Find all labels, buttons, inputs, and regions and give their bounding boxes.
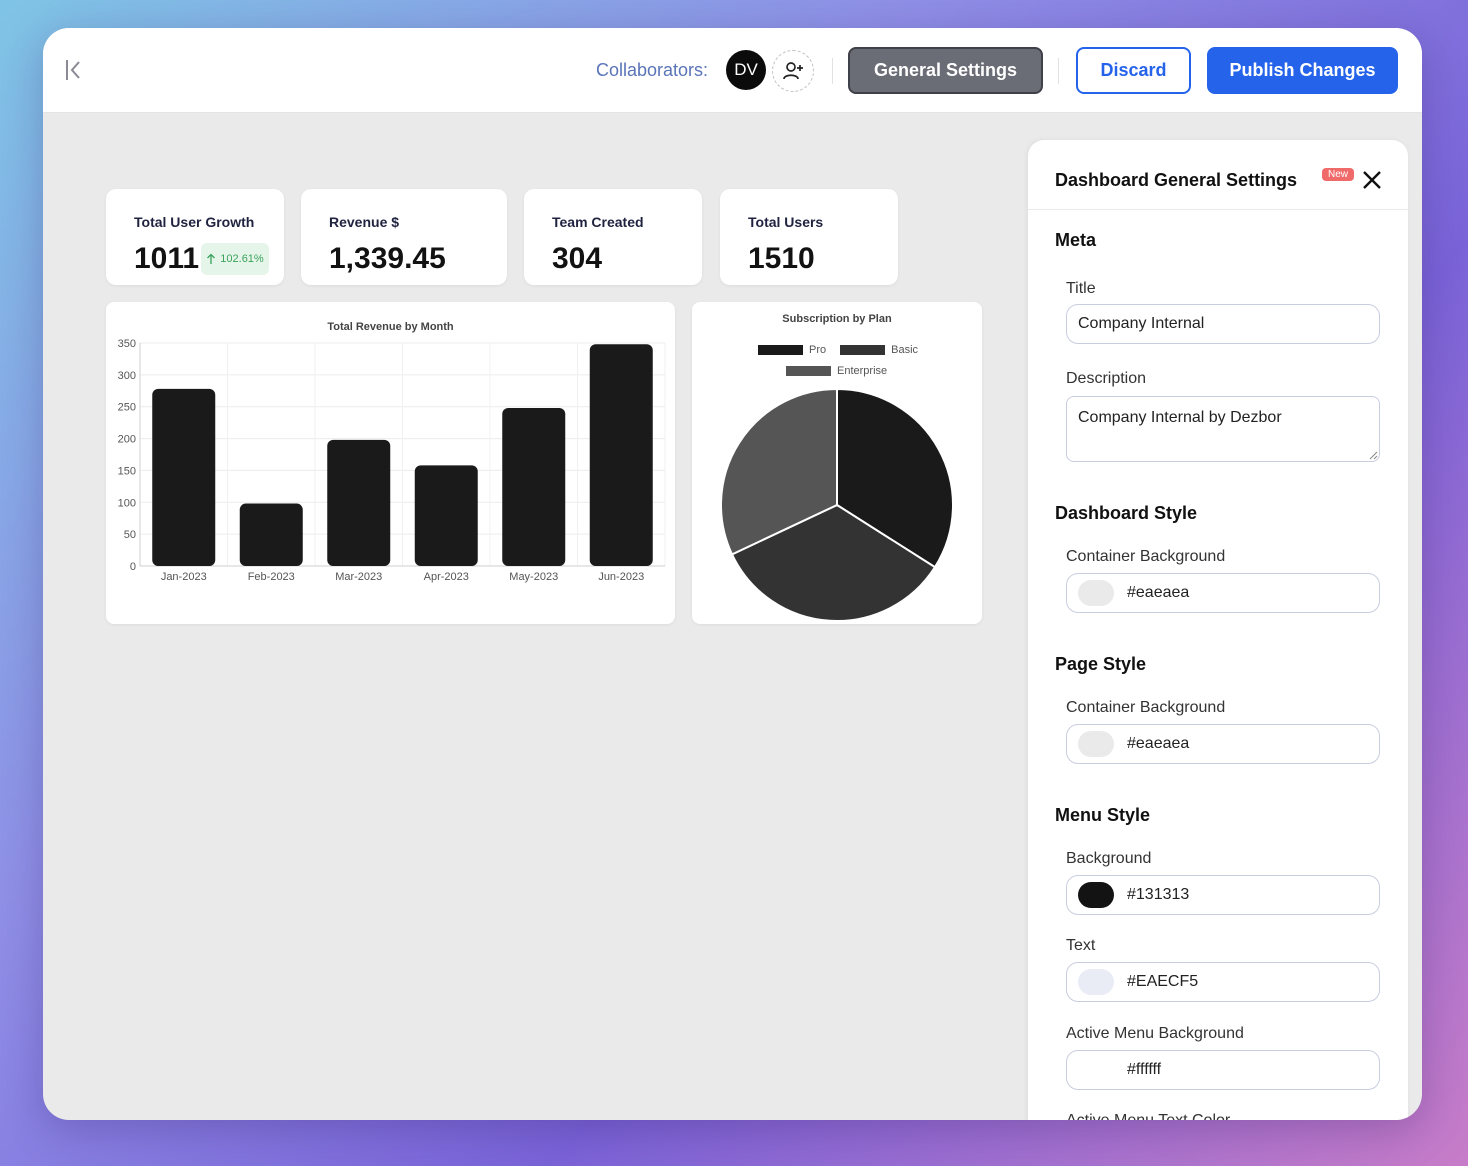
growth-badge-value: 102.61% <box>220 253 264 265</box>
x-tick-label: Jun-2023 <box>598 571 644 583</box>
y-tick-label: 50 <box>124 529 136 541</box>
panel-header: Dashboard General Settings New <box>1028 140 1408 210</box>
collapse-sidebar-icon[interactable] <box>63 56 87 84</box>
legend-label-enterprise: Enterprise <box>837 365 888 377</box>
color-swatch[interactable] <box>1078 1057 1114 1083</box>
top-bar: Collaborators: DV General Settings Disca… <box>43 28 1422 113</box>
menu-style-heading: Menu Style <box>1055 805 1151 825</box>
title-label: Title <box>1066 280 1096 297</box>
arrow-up-icon <box>207 253 216 264</box>
pie-chart-title: Subscription by Plan <box>782 313 892 325</box>
stat-label: Total Users <box>748 214 824 230</box>
y-tick-label: 0 <box>130 561 136 573</box>
panel-title: Dashboard General Settings <box>1055 170 1298 190</box>
description-label: Description <box>1066 370 1147 387</box>
growth-badge: 102.61% <box>201 243 269 275</box>
publish-changes-button[interactable]: Publish Changes <box>1207 47 1398 94</box>
legend-label-pro: Pro <box>809 344 827 356</box>
legend-swatch-enterprise <box>786 366 831 376</box>
y-tick-label: 200 <box>118 434 136 446</box>
x-tick-label: Mar-2023 <box>335 571 382 583</box>
dashboard-style-heading: Dashboard Style <box>1055 503 1198 523</box>
stat-value: 1,339.45 <box>329 242 446 275</box>
legend-label-basic: Basic <box>891 344 919 356</box>
x-tick-label: Feb-2023 <box>248 571 295 583</box>
app-window: Collaborators: DV General Settings Disca… <box>43 28 1422 1120</box>
divider <box>832 58 833 84</box>
new-badge: New <box>1322 168 1355 181</box>
dashboard-bg-color-field[interactable]: #eaeaea <box>1066 573 1380 613</box>
color-swatch[interactable] <box>1078 731 1114 757</box>
page-bg-hex: #eaeaea <box>1127 735 1190 752</box>
y-tick-label: 150 <box>118 465 136 477</box>
stat-value: 1510 <box>748 242 815 275</box>
stat-card-total-users: Total Users 1510 <box>720 189 898 285</box>
x-tick-label: Apr-2023 <box>424 571 469 583</box>
revenue-bar-chart: 0 50 100 150 200 250 300 350 Jan-2023 Feb-2023 Mar… <box>118 338 666 583</box>
y-tick-label: 300 <box>118 370 136 382</box>
bar-Jun-2023[interactable] <box>589 344 653 566</box>
stat-label: Total User Growth <box>134 214 255 230</box>
menu-bg-hex: #131313 <box>1127 886 1190 903</box>
discard-button[interactable]: Discard <box>1076 47 1191 94</box>
stat-label: Revenue $ <box>329 214 400 230</box>
meta-heading: Meta <box>1055 230 1097 250</box>
page-bg-label: Container Background <box>1066 699 1226 716</box>
dashboard-bg-hex: #eaeaea <box>1127 584 1190 601</box>
menu-bg-label: Background <box>1066 850 1152 867</box>
pie-slice-basic[interactable] <box>730 503 937 622</box>
bar-Apr-2023[interactable] <box>414 465 478 566</box>
y-tick-label: 250 <box>118 402 136 414</box>
dashboard-bg-label: Container Background <box>1066 548 1226 565</box>
menu-text-color-field[interactable]: #EAECF5 <box>1066 962 1380 1002</box>
pie-slice-enterprise[interactable] <box>720 387 838 556</box>
color-swatch[interactable] <box>1078 580 1114 606</box>
add-collaborator-button[interactable] <box>772 50 814 92</box>
avatar[interactable]: DV <box>726 50 766 90</box>
subscription-pie-chart <box>720 387 954 622</box>
stat-value: 1011 <box>134 242 200 275</box>
settings-panel: Dashboard General Settings New Meta Titl… <box>1028 140 1408 1120</box>
menu-bg-color-field[interactable]: #131313 <box>1066 875 1380 915</box>
stat-label: Team Created <box>552 214 644 230</box>
description-textarea[interactable]: Company Internal by Dezbor <box>1066 396 1380 462</box>
color-swatch[interactable] <box>1078 882 1114 908</box>
legend-swatch-pro <box>758 345 803 355</box>
stat-value: 304 <box>552 242 603 275</box>
y-tick-label: 350 <box>118 338 136 350</box>
revenue-bar-chart-card: Total Revenue by Month 0 50 100 150 200 250 30… <box>106 302 675 624</box>
title-input[interactable] <box>1066 304 1380 344</box>
menu-text-hex: #EAECF5 <box>1127 973 1199 990</box>
bar-chart-title: Total Revenue by Month <box>327 321 454 333</box>
y-tick-label: 100 <box>118 497 136 509</box>
x-tick-label: May-2023 <box>509 571 558 583</box>
stat-card-revenue: Revenue $ 1,339.45 <box>301 189 507 285</box>
color-swatch[interactable] <box>1078 969 1114 995</box>
active-text-label: Active Menu Text Color <box>1066 1112 1230 1120</box>
bar-Mar-2023[interactable] <box>327 439 391 566</box>
stat-card-team-created: Team Created 304 <box>524 189 702 285</box>
active-bg-color-field[interactable]: #ffffff <box>1066 1050 1380 1090</box>
add-user-icon <box>783 62 803 80</box>
resize-handle-icon[interactable] <box>1368 450 1378 460</box>
general-settings-button[interactable]: General Settings <box>848 47 1043 94</box>
legend-swatch-basic <box>840 345 886 355</box>
bar-Jan-2023[interactable] <box>152 388 216 566</box>
active-bg-label: Active Menu Background <box>1066 1025 1244 1042</box>
divider <box>1058 58 1059 84</box>
bar-May-2023[interactable] <box>502 407 566 566</box>
active-bg-hex: #ffffff <box>1127 1061 1162 1078</box>
x-tick-label: Jan-2023 <box>161 571 207 583</box>
menu-text-label: Text <box>1066 937 1096 954</box>
stat-card-user-growth: Total User Growth 1011 102.61% <box>106 189 284 285</box>
page-style-heading: Page Style <box>1055 654 1147 674</box>
avatar-initials: DV <box>734 60 758 79</box>
close-icon[interactable] <box>1360 168 1384 192</box>
page-bg-color-field[interactable]: #eaeaea <box>1066 724 1380 764</box>
subscription-pie-chart-card: Subscription by Plan Pro Basic Enterpris… <box>692 302 982 624</box>
collaborators-label: Collaborators: <box>596 60 709 80</box>
bar-Feb-2023[interactable] <box>239 503 303 566</box>
